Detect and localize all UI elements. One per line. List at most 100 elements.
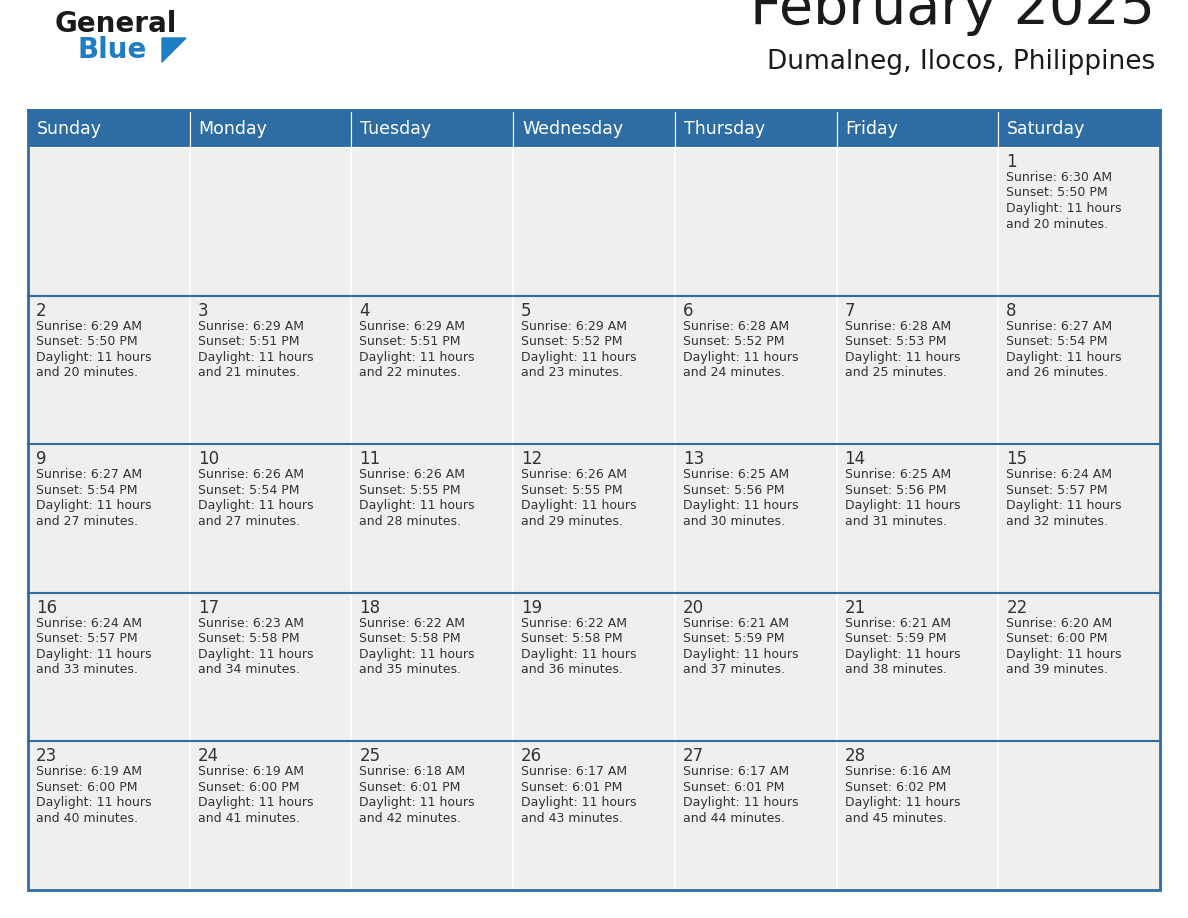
Text: Daylight: 11 hours: Daylight: 11 hours	[845, 648, 960, 661]
Text: Daylight: 11 hours: Daylight: 11 hours	[360, 797, 475, 810]
Bar	[29, 110, 1159, 890]
Text: 13: 13	[683, 450, 704, 468]
Text: Sunset: 5:52 PM: Sunset: 5:52 PM	[683, 335, 784, 348]
Text: Daylight: 11 hours: Daylight: 11 hours	[1006, 648, 1121, 661]
Text: Blue: Blue	[77, 36, 146, 64]
Text: Daylight: 11 hours: Daylight: 11 hours	[197, 499, 314, 512]
Text: February 2025: February 2025	[750, 0, 1155, 36]
Text: Sunset: 5:58 PM: Sunset: 5:58 PM	[197, 633, 299, 645]
Text: Sunset: 5:56 PM: Sunset: 5:56 PM	[845, 484, 946, 497]
Text: Sunrise: 6:30 AM: Sunrise: 6:30 AM	[1006, 171, 1112, 184]
Text: Sunrise: 6:18 AM: Sunrise: 6:18 AM	[360, 766, 466, 778]
Text: Sunrise: 6:19 AM: Sunrise: 6:19 AM	[36, 766, 143, 778]
Bar	[29, 742, 190, 890]
Text: Daylight: 11 hours: Daylight: 11 hours	[197, 648, 314, 661]
Text: Sunrise: 6:24 AM: Sunrise: 6:24 AM	[36, 617, 143, 630]
Text: and 20 minutes.: and 20 minutes.	[1006, 218, 1108, 230]
Bar	[352, 296, 513, 444]
Text: 20: 20	[683, 599, 704, 617]
Bar	[513, 742, 675, 890]
Text: 18: 18	[360, 599, 380, 617]
Text: 16: 16	[36, 599, 57, 617]
Text: 15: 15	[1006, 450, 1028, 468]
Text: Daylight: 11 hours: Daylight: 11 hours	[683, 351, 798, 364]
Polygon shape	[162, 38, 187, 62]
Bar	[513, 593, 675, 742]
Text: Sunrise: 6:16 AM: Sunrise: 6:16 AM	[845, 766, 950, 778]
Bar	[836, 742, 998, 890]
Text: and 42 minutes.: and 42 minutes.	[360, 812, 461, 825]
Text: Daylight: 11 hours: Daylight: 11 hours	[197, 797, 314, 810]
Bar	[836, 147, 998, 296]
Text: Sunrise: 6:20 AM: Sunrise: 6:20 AM	[1006, 617, 1112, 630]
Text: and 44 minutes.: and 44 minutes.	[683, 812, 785, 825]
Text: 2: 2	[36, 302, 46, 319]
Text: Sunset: 6:01 PM: Sunset: 6:01 PM	[683, 781, 784, 794]
Text: Sunrise: 6:26 AM: Sunrise: 6:26 AM	[197, 468, 304, 481]
Text: Sunrise: 6:27 AM: Sunrise: 6:27 AM	[36, 468, 143, 481]
Text: Sunset: 6:00 PM: Sunset: 6:00 PM	[197, 781, 299, 794]
Text: Sunrise: 6:22 AM: Sunrise: 6:22 AM	[360, 617, 466, 630]
Text: 5: 5	[522, 302, 532, 319]
Text: and 30 minutes.: and 30 minutes.	[683, 515, 785, 528]
Bar	[998, 742, 1159, 890]
Text: 14: 14	[845, 450, 866, 468]
Text: 26: 26	[522, 747, 542, 766]
Text: and 27 minutes.: and 27 minutes.	[36, 515, 138, 528]
Text: Wednesday: Wednesday	[523, 119, 624, 138]
Text: Sunset: 5:57 PM: Sunset: 5:57 PM	[1006, 484, 1108, 497]
Text: and 38 minutes.: and 38 minutes.	[845, 664, 947, 677]
Bar	[190, 296, 352, 444]
Bar	[29, 110, 190, 147]
Text: Daylight: 11 hours: Daylight: 11 hours	[1006, 351, 1121, 364]
Text: Sunrise: 6:29 AM: Sunrise: 6:29 AM	[197, 319, 304, 332]
Text: and 45 minutes.: and 45 minutes.	[845, 812, 947, 825]
Text: and 35 minutes.: and 35 minutes.	[360, 664, 461, 677]
Text: Sunset: 5:56 PM: Sunset: 5:56 PM	[683, 484, 784, 497]
Text: and 22 minutes.: and 22 minutes.	[360, 366, 461, 379]
Text: Sunset: 6:02 PM: Sunset: 6:02 PM	[845, 781, 946, 794]
Text: and 23 minutes.: and 23 minutes.	[522, 366, 623, 379]
Bar	[998, 444, 1159, 593]
Text: Daylight: 11 hours: Daylight: 11 hours	[360, 499, 475, 512]
Text: Daylight: 11 hours: Daylight: 11 hours	[845, 499, 960, 512]
Bar	[998, 296, 1159, 444]
Text: 1: 1	[1006, 153, 1017, 171]
Bar	[190, 593, 352, 742]
Text: 3: 3	[197, 302, 208, 319]
Text: General: General	[55, 10, 177, 38]
Text: Sunrise: 6:25 AM: Sunrise: 6:25 AM	[683, 468, 789, 481]
Bar	[675, 444, 836, 593]
Text: Daylight: 11 hours: Daylight: 11 hours	[522, 351, 637, 364]
Text: Sunset: 5:57 PM: Sunset: 5:57 PM	[36, 633, 138, 645]
Bar	[675, 296, 836, 444]
Text: Sunrise: 6:17 AM: Sunrise: 6:17 AM	[522, 766, 627, 778]
Text: Daylight: 11 hours: Daylight: 11 hours	[845, 797, 960, 810]
Text: and 27 minutes.: and 27 minutes.	[197, 515, 299, 528]
Bar	[675, 147, 836, 296]
Text: Sunset: 5:51 PM: Sunset: 5:51 PM	[197, 335, 299, 348]
Text: 28: 28	[845, 747, 866, 766]
Text: Sunrise: 6:28 AM: Sunrise: 6:28 AM	[683, 319, 789, 332]
Text: Sunset: 5:54 PM: Sunset: 5:54 PM	[36, 484, 138, 497]
Text: Daylight: 11 hours: Daylight: 11 hours	[360, 648, 475, 661]
Text: Sunrise: 6:25 AM: Sunrise: 6:25 AM	[845, 468, 950, 481]
Text: Daylight: 11 hours: Daylight: 11 hours	[1006, 202, 1121, 215]
Text: 11: 11	[360, 450, 380, 468]
Text: Sunset: 5:54 PM: Sunset: 5:54 PM	[197, 484, 299, 497]
Bar	[836, 444, 998, 593]
Bar	[352, 147, 513, 296]
Bar	[29, 593, 190, 742]
Bar	[675, 593, 836, 742]
Text: 23: 23	[36, 747, 57, 766]
Bar	[998, 593, 1159, 742]
Text: Daylight: 11 hours: Daylight: 11 hours	[1006, 499, 1121, 512]
Text: 10: 10	[197, 450, 219, 468]
Bar	[675, 110, 836, 147]
Text: 4: 4	[360, 302, 369, 319]
Text: Sunset: 6:01 PM: Sunset: 6:01 PM	[360, 781, 461, 794]
Bar	[190, 444, 352, 593]
Text: 8: 8	[1006, 302, 1017, 319]
Text: and 40 minutes.: and 40 minutes.	[36, 812, 138, 825]
Text: Sunrise: 6:24 AM: Sunrise: 6:24 AM	[1006, 468, 1112, 481]
